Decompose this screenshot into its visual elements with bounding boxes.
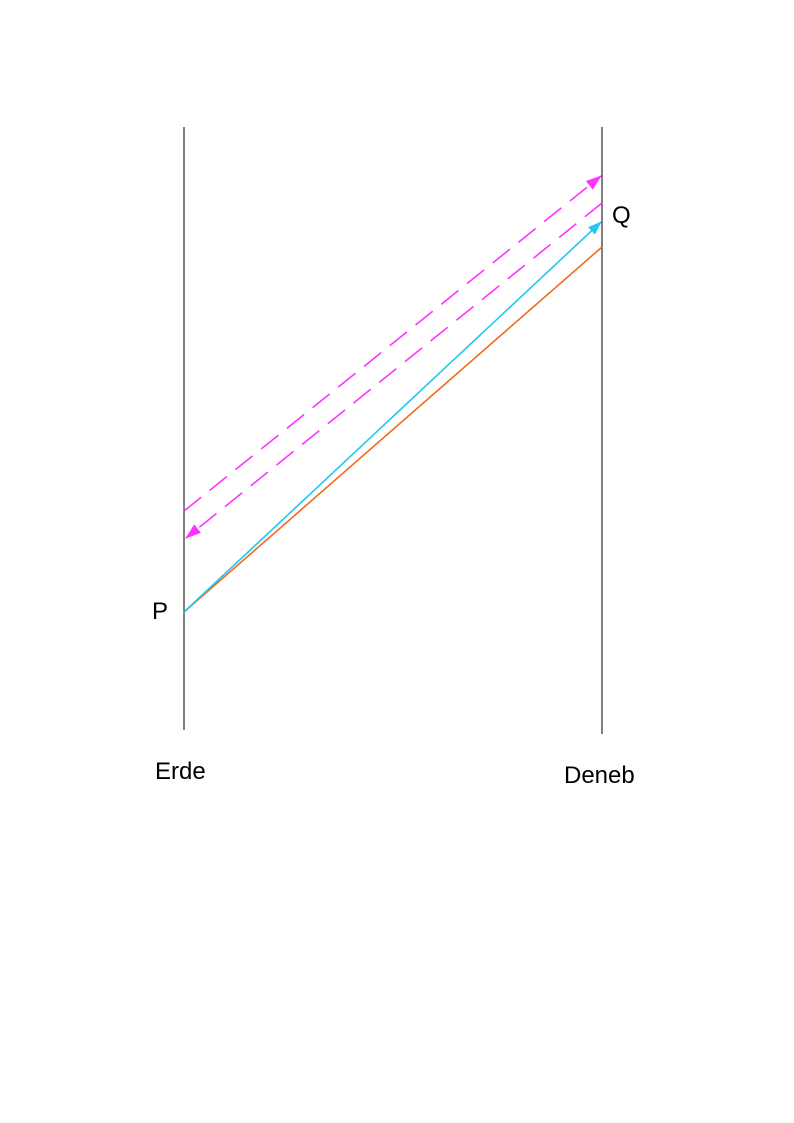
point-p-label: P xyxy=(152,598,169,625)
orange-line xyxy=(183,246,603,613)
magenta-dashed-arrow-return xyxy=(185,202,603,539)
erde-label: Erde xyxy=(155,758,206,785)
point-q-label: Q xyxy=(612,202,631,229)
deneb-label: Deneb xyxy=(564,762,635,789)
magenta-dashed-arrow-outbound xyxy=(183,175,602,512)
cyan-arrow xyxy=(183,221,602,613)
